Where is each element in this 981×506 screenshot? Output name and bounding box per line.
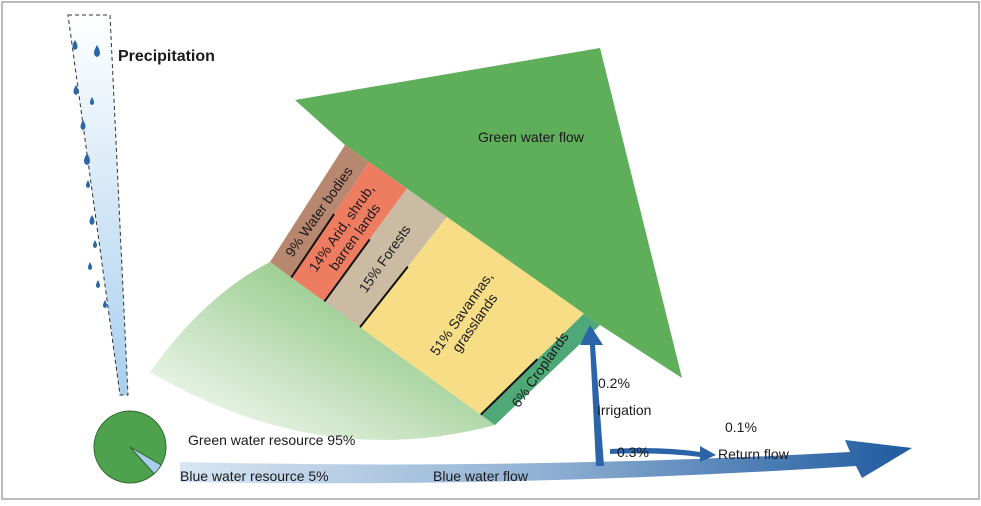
- return-in-percent: 0.3%: [617, 444, 649, 460]
- blue-flow-label: Blue water flow: [433, 468, 529, 484]
- resource-pie: [93, 410, 167, 484]
- green-arrow-head: [295, 48, 682, 378]
- segment-divider: [359, 265, 409, 328]
- return-out-percent: 0.1%: [725, 419, 757, 435]
- irrigation-label: Irrigation: [597, 402, 651, 418]
- precipitation-column: [67, 14, 129, 396]
- blue-flow-arrow: [180, 440, 912, 484]
- segment-divider: [323, 238, 371, 303]
- precipitation-label: Precipitation: [118, 48, 215, 65]
- pie-slice: [129, 446, 162, 475]
- green-flow-label: Green water flow: [478, 129, 585, 145]
- land-segment: [360, 217, 584, 415]
- land-segment: [480, 313, 600, 425]
- irrigation-arrow: [580, 325, 604, 466]
- blue-resource-label: Blue water resource 5%: [180, 468, 329, 484]
- land-segment: [291, 162, 407, 302]
- land-segment: [324, 188, 447, 328]
- segment-divider: [290, 213, 335, 279]
- irrigation-percent: 0.2%: [598, 375, 630, 391]
- land-segment: [270, 145, 370, 278]
- return-flow-label: Return flow: [718, 446, 790, 462]
- segment-divider: [480, 358, 539, 416]
- raindrops: [72, 40, 107, 308]
- green-resource-label: Green water resource 95%: [188, 432, 355, 448]
- return-flow-arrow: [610, 446, 716, 462]
- green-flow-shaft: [150, 262, 495, 441]
